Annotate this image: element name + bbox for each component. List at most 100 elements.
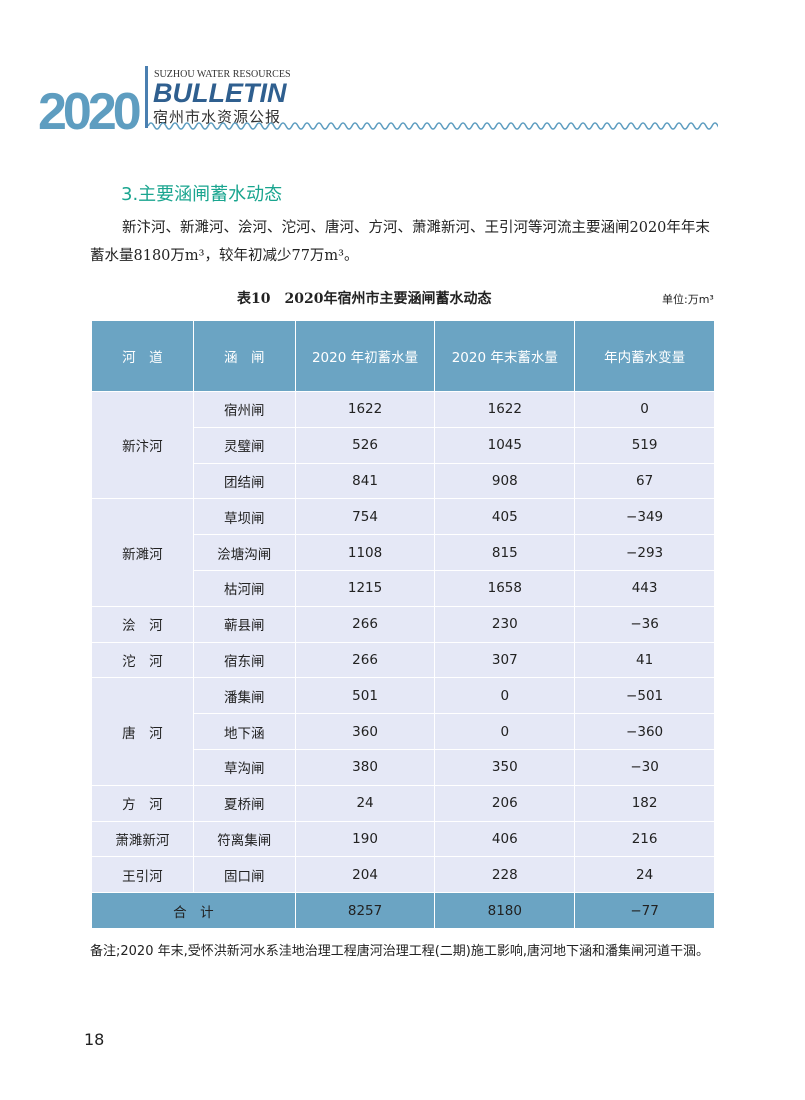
- table-row: 王引河 固口闸 204 228 24: [91, 856, 715, 894]
- end-cell: 1622: [434, 391, 576, 428]
- river-cell: 王引河: [91, 856, 194, 894]
- table-row: 地下涵 360 0 −360: [92, 713, 715, 750]
- river-cell: 方 河: [91, 784, 194, 822]
- table-row: 团结闸 841 908 67: [92, 462, 715, 500]
- change-cell: 24: [574, 856, 715, 894]
- gate-cell: 符离集闸: [192, 820, 296, 858]
- river-cell: 新濉河: [91, 498, 194, 607]
- gate-cell: 固口闸: [192, 856, 296, 894]
- start-cell: 266: [294, 641, 436, 679]
- gate-cell: 浍塘沟闸: [192, 534, 296, 571]
- end-cell: 0: [434, 713, 576, 750]
- gate-cell: 草坝闸: [192, 498, 296, 536]
- gate-cell: 团结闸: [192, 462, 296, 500]
- table-row: 方 河夏桥闸 24 206 182: [91, 784, 715, 822]
- gate-cell: 地下涵: [192, 713, 296, 750]
- river-cell: 萧濉新河: [91, 820, 194, 858]
- column-header: 涵 闸: [192, 320, 296, 392]
- gate-cell: 枯河闸: [192, 569, 296, 607]
- start-cell: 1622: [294, 391, 436, 428]
- logo-divider: [145, 66, 148, 128]
- table-row: 灵璧闸 526 1045 519: [92, 426, 715, 464]
- end-cell: 1045: [434, 426, 576, 464]
- table-title: 表10 2020年宿州市主要涵闸蓄水动态: [237, 291, 492, 307]
- start-cell: 204: [294, 856, 436, 894]
- start-cell: 24: [294, 784, 436, 822]
- change-cell: −501: [574, 677, 715, 715]
- end-cell: 0: [434, 677, 576, 715]
- start-cell: 754: [294, 498, 436, 536]
- change-cell: 443: [574, 569, 715, 607]
- change-cell: −36: [574, 605, 715, 643]
- logo-year: 2020: [38, 83, 142, 141]
- change-cell: 182: [574, 784, 715, 822]
- end-cell: 405: [434, 498, 576, 536]
- end-cell: 228: [434, 856, 576, 894]
- river-cell: 沱 河: [91, 641, 194, 679]
- total-label: 合 计: [91, 892, 296, 929]
- change-cell: 0: [574, 391, 715, 428]
- start-cell: 1215: [294, 569, 436, 607]
- change-cell: −360: [574, 713, 715, 750]
- total-change: −77: [574, 892, 715, 929]
- total-start: 8257: [294, 892, 436, 929]
- start-cell: 380: [294, 748, 436, 786]
- table-unit: 单位:万m³: [662, 293, 714, 306]
- section-title: 3.主要涵闸蓄水动态: [121, 184, 283, 205]
- gate-cell: 宿东闸: [192, 641, 296, 679]
- change-cell: 67: [574, 462, 715, 500]
- river-cell: 新汴河: [91, 390, 194, 500]
- gate-cell: 宿州闸: [192, 391, 296, 428]
- logo-chinese: 宿州市水资源公报: [153, 108, 282, 126]
- start-cell: 360: [294, 713, 436, 750]
- end-cell: 815: [434, 534, 576, 571]
- paragraph: 新汴河、新濉河、浍河、沱河、唐河、方河、萧濉新河、王引河等河流主要涵闸2020年…: [90, 220, 710, 264]
- wave-decoration: [148, 122, 718, 130]
- end-cell: 406: [434, 820, 576, 858]
- change-cell: −30: [574, 748, 715, 786]
- river-cell: 浍 河: [91, 605, 194, 643]
- end-cell: 230: [434, 605, 576, 643]
- table-row: 沱 河宿东闸 266 307 41: [91, 641, 715, 679]
- table-row: 新濉河 草坝闸 754 405 −349: [91, 498, 715, 607]
- change-cell: 41: [574, 641, 715, 679]
- data-table: 河 道涵 闸 2020 年初蓄水量 2020 年末蓄水量 年内蓄水变量 新汴河 宿州闸 1…: [91, 320, 715, 929]
- table-row: 浍塘沟闸 1108 815 −293: [92, 534, 715, 571]
- end-cell: 206: [434, 784, 576, 822]
- gate-cell: 灵璧闸: [192, 426, 296, 464]
- column-header: 河 道: [91, 320, 194, 392]
- table-row: 草沟闸 380 350 −30: [92, 748, 715, 786]
- table-row: 浍 河蕲县闸 266 230 −36: [91, 605, 715, 643]
- column-header: 2020 年初蓄水量: [294, 320, 436, 392]
- page-number: 18: [84, 1030, 105, 1049]
- start-cell: 501: [294, 677, 436, 715]
- footnote: 备注;2020 年末,受怀洪新河水系洼地治理工程唐河治理工程(二期)施工影响,唐…: [90, 944, 710, 959]
- end-cell: 350: [434, 748, 576, 786]
- gate-cell: 潘集闸: [192, 677, 296, 715]
- table-row: 萧濉新河 符离集闸 190 406 216: [91, 820, 715, 858]
- gate-cell: 草沟闸: [192, 748, 296, 786]
- end-cell: 307: [434, 641, 576, 679]
- change-cell: −293: [574, 534, 715, 571]
- total-end: 8180: [434, 892, 576, 929]
- end-cell: 908: [434, 462, 576, 500]
- end-cell: 1658: [434, 569, 576, 607]
- total-row: 合 计 8257 8180 −77: [91, 892, 715, 929]
- start-cell: 266: [294, 605, 436, 643]
- start-cell: 526: [294, 426, 436, 464]
- change-cell: −349: [574, 498, 715, 536]
- column-header: 2020 年末蓄水量: [434, 320, 576, 392]
- start-cell: 190: [294, 820, 436, 858]
- logo-english: SUZHOU WATER RESOURCES: [154, 69, 291, 80]
- table-row: 唐 河潘集闸 501 0 −501: [91, 677, 715, 786]
- gate-cell: 夏桥闸: [192, 784, 296, 822]
- start-cell: 841: [294, 462, 436, 500]
- logo-bulletin: BULLETIN: [153, 78, 287, 108]
- change-cell: 519: [574, 426, 715, 464]
- start-cell: 1108: [294, 534, 436, 571]
- table-row: 新汴河 宿州闸 1622 1622 0: [91, 390, 715, 500]
- river-cell: 唐 河: [91, 677, 194, 786]
- change-cell: 216: [574, 820, 715, 858]
- gate-cell: 蕲县闸: [192, 605, 296, 643]
